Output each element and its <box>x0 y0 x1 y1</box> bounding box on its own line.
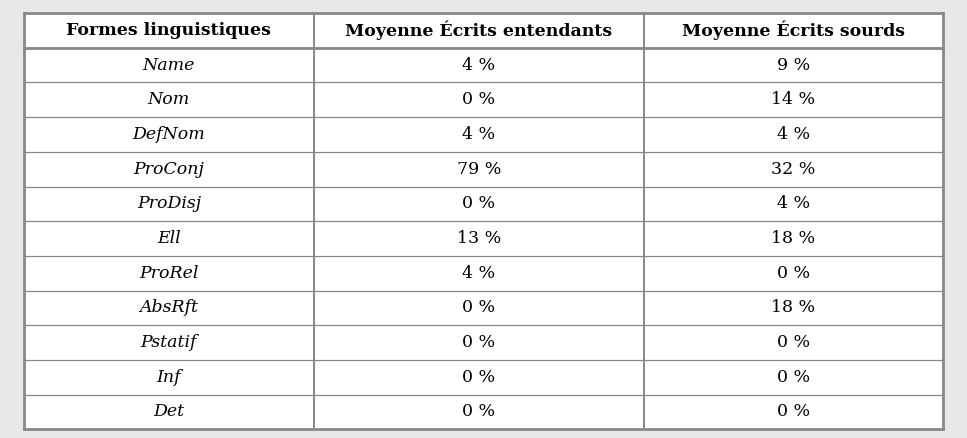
Text: Formes linguistiques: Formes linguistiques <box>67 22 272 39</box>
Text: 4 %: 4 % <box>462 265 495 282</box>
Text: 4 %: 4 % <box>777 126 810 143</box>
Text: 79 %: 79 % <box>456 161 501 178</box>
Text: 0 %: 0 % <box>462 369 495 386</box>
Text: 18 %: 18 % <box>772 300 815 316</box>
Text: Pstatif: Pstatif <box>140 334 197 351</box>
Text: Name: Name <box>143 57 195 74</box>
Text: ProConj: ProConj <box>133 161 204 178</box>
Text: 0 %: 0 % <box>777 265 810 282</box>
Text: 18 %: 18 % <box>772 230 815 247</box>
Text: 4 %: 4 % <box>777 195 810 212</box>
Text: 4 %: 4 % <box>462 57 495 74</box>
Text: 9 %: 9 % <box>777 57 810 74</box>
Text: 14 %: 14 % <box>772 92 815 108</box>
Text: 4 %: 4 % <box>462 126 495 143</box>
Text: 0 %: 0 % <box>462 92 495 108</box>
Text: AbsRft: AbsRft <box>139 300 198 316</box>
Text: 0 %: 0 % <box>462 403 495 420</box>
Text: 0 %: 0 % <box>777 369 810 386</box>
Text: Inf: Inf <box>157 369 181 386</box>
Text: Moyenne Écrits entendants: Moyenne Écrits entendants <box>345 21 612 40</box>
Text: 0 %: 0 % <box>462 300 495 316</box>
Text: 0 %: 0 % <box>777 334 810 351</box>
Text: 0 %: 0 % <box>462 195 495 212</box>
Text: Nom: Nom <box>148 92 190 108</box>
Text: Ell: Ell <box>157 230 181 247</box>
Text: 32 %: 32 % <box>772 161 816 178</box>
Text: 13 %: 13 % <box>456 230 501 247</box>
Text: DefNom: DefNom <box>132 126 205 143</box>
Text: 0 %: 0 % <box>462 334 495 351</box>
Text: Det: Det <box>154 403 185 420</box>
Text: Moyenne Écrits sourds: Moyenne Écrits sourds <box>682 21 905 40</box>
Text: 0 %: 0 % <box>777 403 810 420</box>
Text: ProRel: ProRel <box>139 265 198 282</box>
Text: ProDisj: ProDisj <box>136 195 201 212</box>
